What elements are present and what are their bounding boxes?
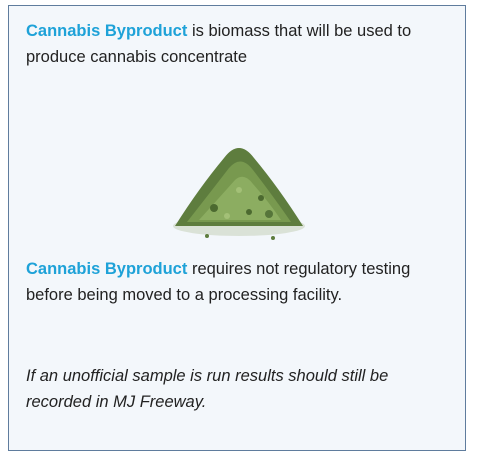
note: If an unofficial sample is run results s… [26, 363, 456, 415]
paragraph: Cannabis Byproduct is biomass that will … [26, 18, 456, 70]
info-card: Cannabis Byproduct is biomass that will … [8, 5, 466, 451]
page: {"card": { "paragraph1": {"term": "Canna… [0, 0, 477, 458]
paragraph: Cannabis Byproduct requires not regulato… [26, 256, 456, 308]
term: Cannabis Byproduct [26, 22, 187, 40]
biomass-image [169, 128, 309, 248]
term: Cannabis Byproduct [26, 260, 187, 278]
